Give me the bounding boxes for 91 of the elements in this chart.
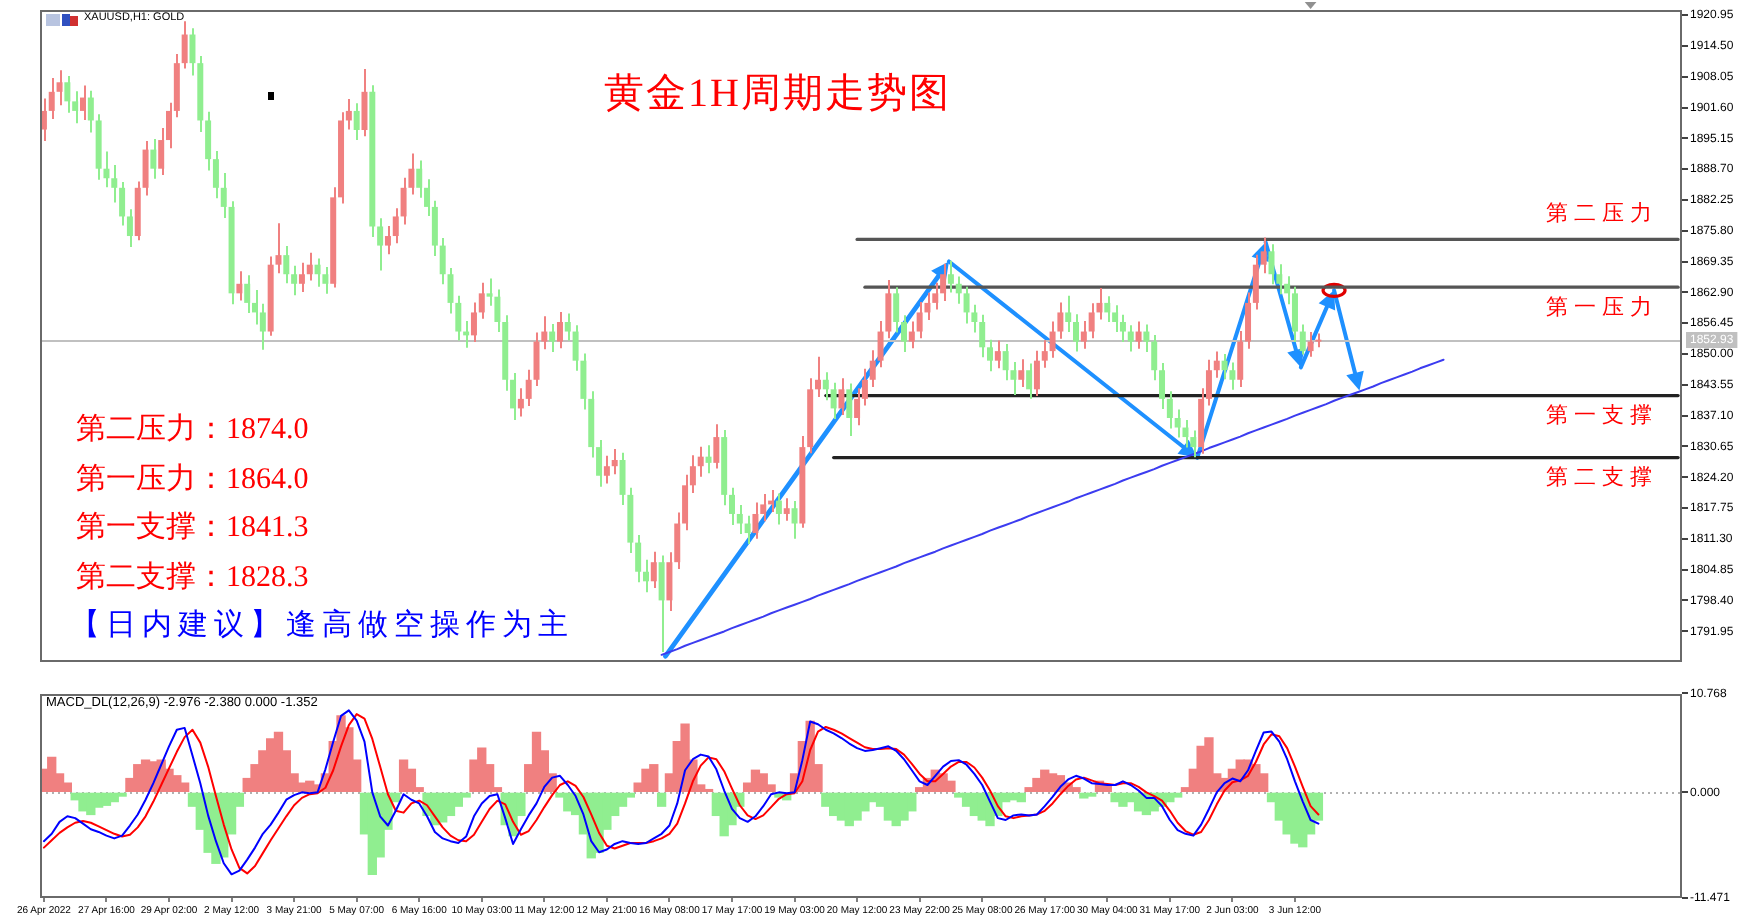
candlestick <box>1033 349 1040 398</box>
bar <box>1118 792 1128 807</box>
candlestick <box>775 492 782 526</box>
series-label: 第二支撑 <box>1546 465 1659 490</box>
candlestick <box>979 313 986 359</box>
candlestick <box>87 89 94 134</box>
candlestick <box>439 236 446 286</box>
candlestick <box>1229 361 1236 391</box>
candlestick <box>955 275 962 305</box>
candlestick <box>1268 243 1275 286</box>
annotation: 第二支撑：1828.3 <box>76 561 309 594</box>
candlestick <box>603 454 610 485</box>
bar <box>172 775 182 793</box>
candlestick <box>611 448 618 476</box>
bar <box>852 792 862 821</box>
candlestick <box>650 550 657 589</box>
candlestick <box>1080 320 1087 350</box>
bar <box>1071 787 1081 793</box>
candlestick <box>869 349 876 388</box>
candlestick <box>517 387 524 418</box>
candlestick <box>994 339 1001 370</box>
candlestick <box>533 331 540 387</box>
candlestick <box>283 245 290 285</box>
candlestick <box>705 444 712 475</box>
candlestick <box>1307 331 1314 358</box>
candlestick <box>556 310 563 350</box>
candlestick <box>846 382 853 438</box>
bar <box>47 756 57 793</box>
candlestick <box>783 497 790 522</box>
text: 黄金1H周期走势图 <box>604 72 951 116</box>
candlestick <box>322 266 329 295</box>
candlestick <box>244 274 251 314</box>
candlestick <box>893 286 900 334</box>
candlestick <box>791 500 798 540</box>
candlestick <box>1119 313 1126 344</box>
bar <box>398 759 409 793</box>
candlestick <box>298 261 305 293</box>
series-label: 第一支撑 <box>1546 403 1659 428</box>
bar <box>656 792 667 807</box>
candlestick <box>963 285 970 325</box>
candlestick <box>80 84 87 121</box>
bar <box>179 782 190 793</box>
candlestick <box>181 20 188 70</box>
candlestick <box>1049 320 1056 359</box>
candlestick <box>314 257 321 288</box>
candlestick <box>549 322 556 354</box>
candlestick <box>752 501 759 540</box>
annotation: 第一支撑：1841.3 <box>76 512 309 545</box>
series-label: 第一压力 <box>1546 295 1659 320</box>
candlestick <box>353 102 360 142</box>
candlestick <box>150 138 157 180</box>
bar <box>1204 737 1214 793</box>
bar <box>1173 792 1183 798</box>
candlestick <box>940 262 947 302</box>
candlestick <box>1213 350 1220 379</box>
annotation: 第二压力：1874.0 <box>76 414 309 446</box>
candlestick <box>1112 304 1119 334</box>
bar <box>946 780 956 793</box>
bar <box>899 792 909 821</box>
candlestick <box>1065 294 1072 334</box>
candlestick <box>1002 342 1009 382</box>
series-label: 第二压力 <box>1546 201 1659 226</box>
candlestick <box>658 554 665 653</box>
bar <box>1165 792 1175 803</box>
candlestick <box>1299 323 1306 356</box>
candlestick <box>697 445 704 478</box>
candlestick <box>470 301 477 344</box>
candlestick <box>1018 358 1025 388</box>
candlestick <box>236 270 243 302</box>
candlestick <box>1026 362 1033 400</box>
bar <box>1079 792 1089 799</box>
candlestick <box>1041 339 1048 369</box>
candlestick <box>416 159 423 199</box>
annotation: 第一压力：1864.0 <box>76 463 309 496</box>
bar <box>649 764 659 793</box>
candlestick <box>361 67 368 138</box>
candlestick <box>947 259 954 294</box>
candlestick <box>1135 320 1142 350</box>
candlestick <box>1104 295 1111 323</box>
candlestick <box>908 320 915 350</box>
annotation: 【日内建议】逢高做空操作为主 <box>70 610 574 643</box>
candlestick <box>64 75 71 114</box>
candlestick <box>822 371 829 402</box>
candlestick <box>525 368 532 408</box>
candlestick <box>916 300 923 340</box>
candlestick <box>854 387 861 427</box>
candlestick <box>1221 352 1228 381</box>
candlestick <box>838 377 845 417</box>
bar <box>1016 792 1026 803</box>
candlestick <box>1127 324 1134 353</box>
candlestick <box>713 423 720 470</box>
